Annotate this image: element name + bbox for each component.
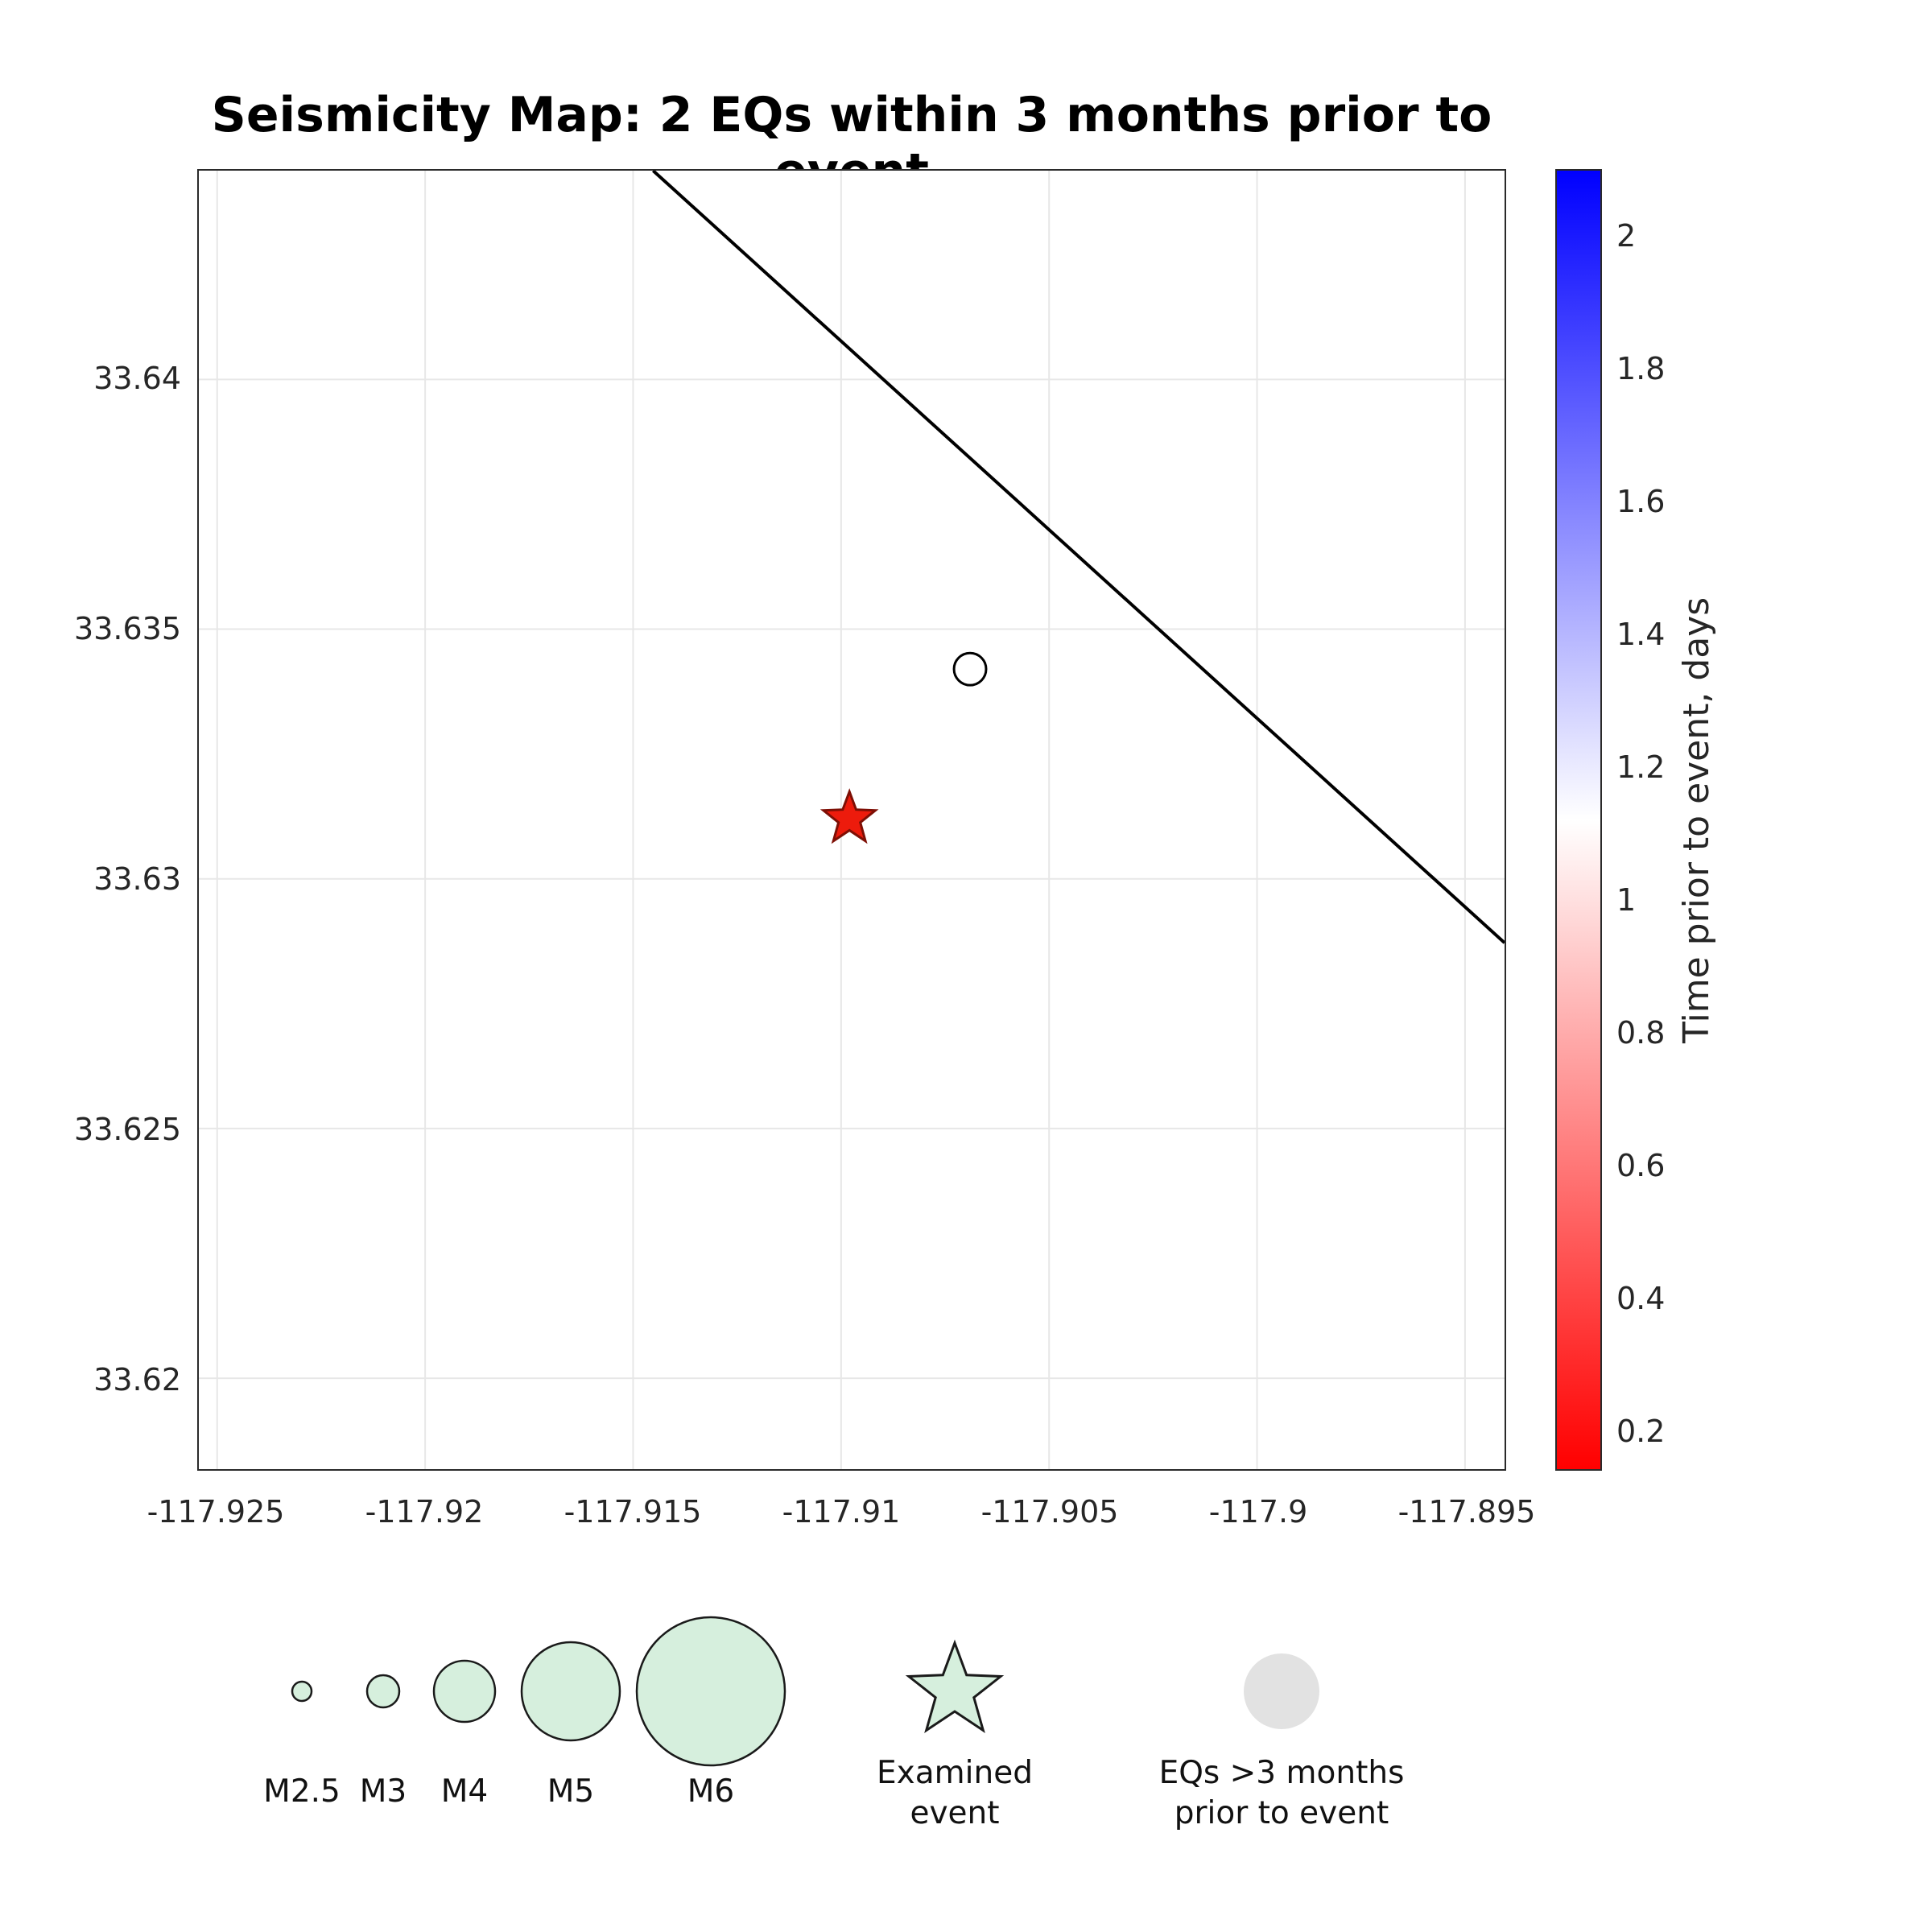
colorbar-tick-label: 1.4 <box>1616 617 1666 652</box>
colorbar-tick-label: 2 <box>1616 218 1637 254</box>
map-plot-canvas <box>199 171 1505 1469</box>
x-tick-label: -117.925 <box>147 1494 285 1530</box>
magnitude-legend-label: M6 <box>687 1773 735 1810</box>
colorbar-tick-label: 1.6 <box>1616 484 1666 519</box>
x-tick-label: -117.915 <box>564 1494 702 1530</box>
x-tick-label: -117.905 <box>980 1494 1119 1530</box>
x-tick-label: -117.9 <box>1208 1494 1308 1530</box>
colorbar-label: Time prior to event, days <box>1676 597 1717 1043</box>
y-tick-label: 33.625 <box>74 1112 181 1147</box>
magnitude-legend-circle <box>520 1641 621 1742</box>
colorbar-gradient <box>1555 169 1602 1471</box>
old-eqs-legend-label: EQs >3 months prior to event <box>1064 1753 1499 1834</box>
y-tick-label: 33.62 <box>93 1362 181 1397</box>
colorbar-tick-label: 0.2 <box>1616 1414 1666 1449</box>
examined-event-legend-star <box>905 1639 1005 1733</box>
magnitude-legend-label: M3 <box>359 1773 407 1810</box>
old-eqs-legend-line1: EQs >3 months <box>1158 1755 1405 1791</box>
legend-markers <box>291 1616 1319 1767</box>
colorbar-tick-label: 0.6 <box>1616 1148 1666 1183</box>
examined-event-legend-line2: event <box>910 1795 1000 1831</box>
x-tick-label: -117.92 <box>365 1494 484 1530</box>
y-tick-label: 33.63 <box>93 861 181 897</box>
prior-eq-marker <box>952 651 988 687</box>
colorbar-tick-label: 1 <box>1616 882 1637 918</box>
old-eq-legend-circle <box>1244 1653 1319 1729</box>
y-tick-label: 33.64 <box>93 361 181 396</box>
examined-event-legend-line1: Examined <box>877 1755 1033 1791</box>
colorbar-tick-label: 1.8 <box>1616 351 1666 386</box>
magnitude-legend-circle <box>635 1616 786 1767</box>
colorbar-tick-label: 0.8 <box>1616 1015 1666 1051</box>
map-plot-area <box>197 169 1506 1471</box>
magnitude-legend-circle <box>432 1659 497 1724</box>
magnitude-legend-circle <box>291 1680 313 1703</box>
y-tick-label: 33.635 <box>74 611 181 646</box>
magnitude-legend-label: M4 <box>440 1773 489 1810</box>
examined-event-legend-label: Examined event <box>794 1753 1116 1834</box>
x-tick-label: -117.91 <box>782 1494 901 1530</box>
fault-line <box>651 171 1505 944</box>
magnitude-legend-label: M5 <box>547 1773 595 1810</box>
x-tick-label: -117.895 <box>1397 1494 1536 1530</box>
old-eqs-legend-line2: prior to event <box>1174 1795 1389 1831</box>
colorbar-tick-label: 0.4 <box>1616 1281 1666 1316</box>
examined-event-marker <box>819 788 879 844</box>
colorbar-tick-label: 1.2 <box>1616 749 1666 785</box>
magnitude-legend-label: M2.5 <box>263 1773 341 1810</box>
magnitude-legend-circle <box>365 1674 401 1709</box>
